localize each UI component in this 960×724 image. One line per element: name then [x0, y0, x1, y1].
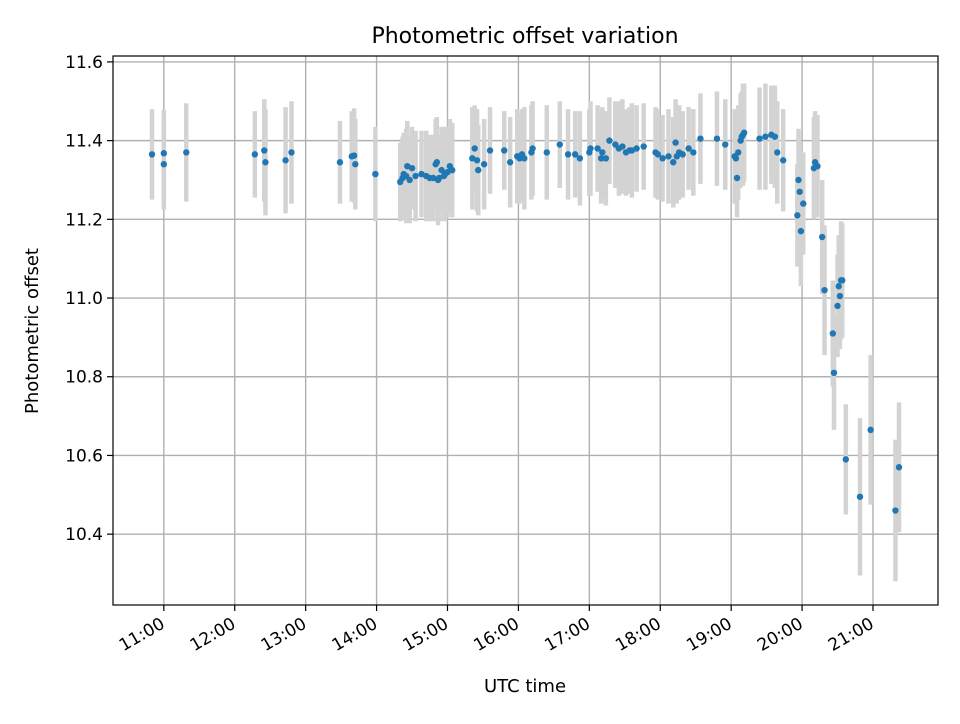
data-point [406, 176, 413, 184]
data-point [697, 135, 704, 142]
chart-title: Photometric offset variation [371, 24, 678, 49]
data-point [352, 161, 359, 168]
data-point [654, 151, 662, 158]
y-axis: 10.4 10.6 10.8 11.0 11.2 11.4 11.6 [65, 53, 113, 545]
y-tick-label: 10.8 [65, 368, 103, 388]
data-point [679, 151, 686, 158]
data-markers [148, 129, 903, 514]
data-point [733, 174, 741, 182]
data-point [350, 152, 358, 159]
data-point [829, 330, 837, 337]
data-point [796, 188, 803, 195]
data-point [818, 233, 826, 241]
data-point [556, 141, 563, 148]
data-point [602, 155, 610, 162]
y-tick-label: 11.2 [65, 210, 103, 230]
data-point [261, 147, 268, 154]
data-point [633, 145, 640, 152]
data-point [794, 212, 801, 219]
data-point [475, 166, 482, 174]
data-point [480, 161, 488, 168]
data-point [433, 159, 441, 166]
data-point [892, 507, 899, 514]
data-point [713, 135, 721, 142]
data-point [606, 137, 613, 144]
data-point [856, 493, 864, 500]
data-point [372, 170, 379, 178]
data-point [282, 157, 289, 164]
data-point [412, 172, 419, 180]
data-point [756, 135, 763, 142]
data-point [834, 302, 841, 310]
data-point [740, 129, 748, 136]
data-point [640, 143, 647, 150]
data-point [471, 145, 478, 152]
data-point [665, 153, 672, 160]
data-point [835, 283, 842, 290]
data-point [821, 286, 828, 294]
y-tick-label: 10.4 [65, 525, 103, 545]
data-point [251, 151, 259, 158]
data-point [839, 277, 846, 284]
data-point [762, 133, 769, 140]
data-point [597, 155, 605, 162]
data-point [659, 155, 666, 162]
data-point [543, 149, 550, 156]
y-axis-label: Photometric offset [22, 248, 43, 414]
data-point [774, 149, 781, 156]
data-point [599, 149, 606, 156]
data-point [779, 157, 787, 164]
data-point [486, 147, 494, 154]
data-point [262, 159, 269, 166]
data-point [160, 150, 168, 157]
data-point [619, 143, 626, 150]
data-point [160, 161, 168, 168]
x-axis-label: UTC time [484, 676, 566, 697]
y-tick-label: 11.0 [65, 289, 103, 309]
data-point [571, 151, 579, 158]
data-point [895, 464, 903, 471]
data-point [288, 149, 295, 156]
data-point [771, 133, 779, 140]
data-point [814, 162, 821, 170]
data-point [800, 200, 807, 207]
data-point [183, 149, 190, 156]
data-point [690, 149, 697, 156]
data-point [685, 145, 692, 152]
data-point [506, 159, 514, 166]
data-point [722, 141, 729, 148]
data-point [797, 227, 805, 235]
data-point [587, 145, 594, 152]
data-point [408, 164, 416, 172]
data-point [795, 176, 802, 184]
data-point [867, 426, 874, 434]
data-point [449, 166, 456, 174]
data-point [501, 147, 508, 154]
data-point [521, 155, 528, 162]
data-point [670, 159, 677, 166]
data-point [672, 139, 679, 146]
data-point [594, 145, 601, 152]
data-point [836, 292, 844, 300]
data-point [148, 151, 156, 158]
y-tick-label: 11.6 [65, 53, 103, 73]
data-point [564, 151, 572, 158]
data-point [842, 456, 850, 463]
data-point [576, 155, 584, 162]
y-tick-label: 10.6 [65, 446, 103, 466]
y-tick-label: 11.4 [65, 132, 103, 152]
plot-frame [112, 55, 939, 606]
data-point [735, 149, 742, 156]
data-point [529, 145, 536, 152]
data-point [830, 369, 838, 377]
data-point [336, 159, 344, 166]
data-point [473, 157, 481, 164]
data-point [732, 155, 740, 162]
